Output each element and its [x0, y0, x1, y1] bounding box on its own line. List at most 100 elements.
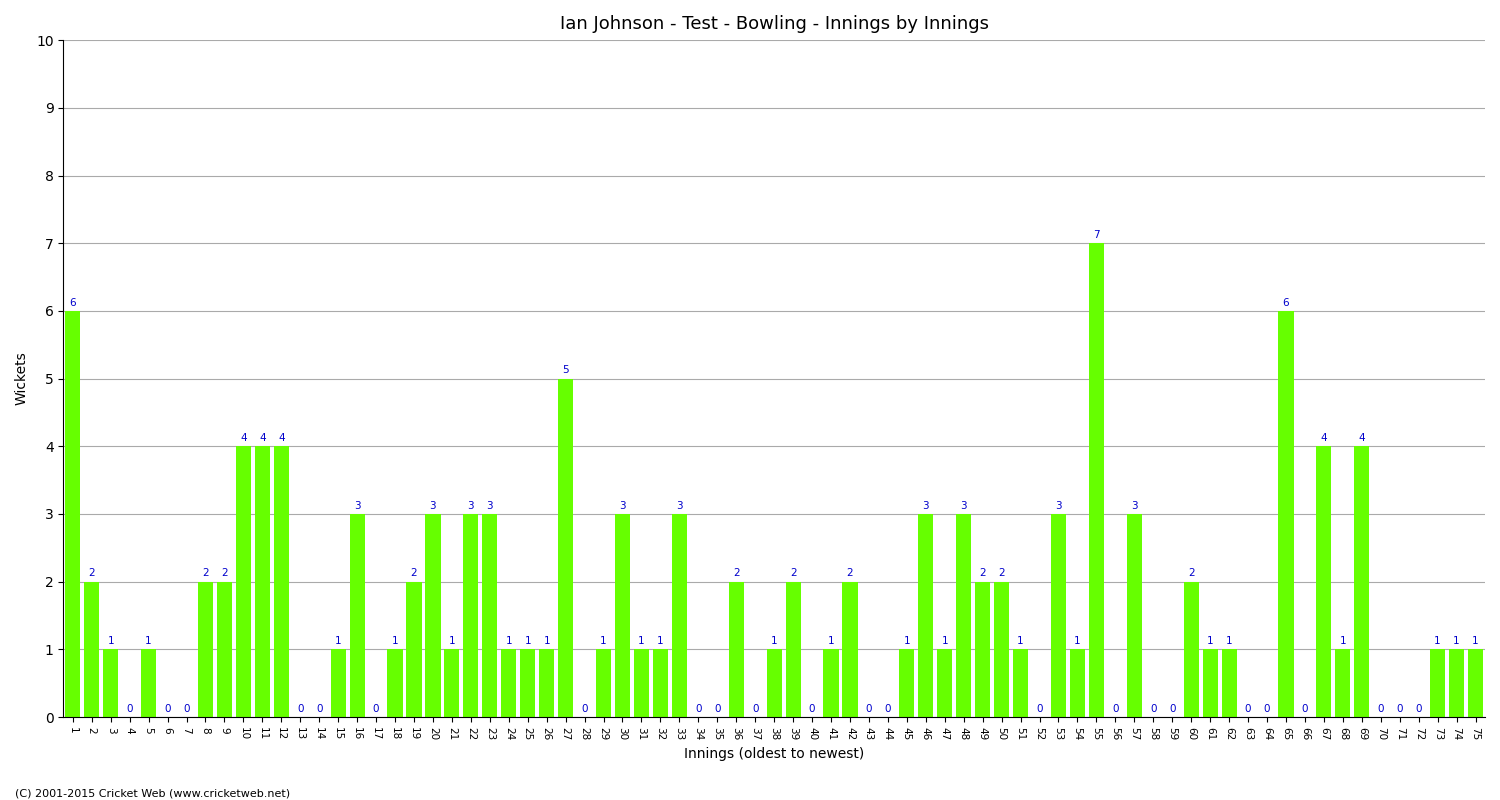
Text: 1: 1: [638, 636, 645, 646]
Text: 3: 3: [1054, 501, 1062, 510]
Text: 1: 1: [1017, 636, 1025, 646]
Text: 3: 3: [429, 501, 436, 510]
Bar: [918, 514, 933, 717]
Text: 0: 0: [316, 704, 322, 714]
Bar: [843, 582, 858, 717]
Bar: [1013, 650, 1028, 717]
Text: 3: 3: [1131, 501, 1137, 510]
Text: 4: 4: [1320, 433, 1328, 443]
X-axis label: Innings (oldest to newest): Innings (oldest to newest): [684, 747, 864, 761]
Text: 0: 0: [1245, 704, 1251, 714]
Bar: [104, 650, 118, 717]
Text: 6: 6: [69, 298, 76, 307]
Text: 1: 1: [1074, 636, 1082, 646]
Text: 1: 1: [108, 636, 114, 646]
Bar: [217, 582, 232, 717]
Bar: [672, 514, 687, 717]
Text: 3: 3: [620, 501, 626, 510]
Text: 2: 2: [411, 568, 417, 578]
Text: 0: 0: [374, 704, 380, 714]
Text: 1: 1: [392, 636, 399, 646]
Bar: [729, 582, 744, 717]
Bar: [501, 650, 516, 717]
Text: 5: 5: [562, 366, 568, 375]
Bar: [273, 446, 290, 717]
Bar: [900, 650, 915, 717]
Text: 4: 4: [278, 433, 285, 443]
Bar: [1070, 650, 1084, 717]
Text: (C) 2001-2015 Cricket Web (www.cricketweb.net): (C) 2001-2015 Cricket Web (www.cricketwe…: [15, 788, 290, 798]
Bar: [1430, 650, 1444, 717]
Text: 0: 0: [297, 704, 303, 714]
Bar: [520, 650, 536, 717]
Text: 0: 0: [1396, 704, 1402, 714]
Text: 1: 1: [146, 636, 152, 646]
Text: 0: 0: [1112, 704, 1119, 714]
Text: 0: 0: [1150, 704, 1156, 714]
Text: 0: 0: [808, 704, 816, 714]
Text: 2: 2: [734, 568, 740, 578]
Bar: [387, 650, 402, 717]
Bar: [558, 378, 573, 717]
Bar: [198, 582, 213, 717]
Text: 0: 0: [752, 704, 759, 714]
Bar: [141, 650, 156, 717]
Bar: [1126, 514, 1142, 717]
Text: 1: 1: [448, 636, 454, 646]
Text: 1: 1: [506, 636, 512, 646]
Bar: [994, 582, 1010, 717]
Y-axis label: Wickets: Wickets: [15, 352, 28, 406]
Text: 0: 0: [1036, 704, 1042, 714]
Bar: [938, 650, 952, 717]
Text: 3: 3: [486, 501, 494, 510]
Text: 0: 0: [714, 704, 720, 714]
Bar: [1449, 650, 1464, 717]
Text: 1: 1: [1226, 636, 1233, 646]
Text: 0: 0: [582, 704, 588, 714]
Bar: [482, 514, 498, 717]
Text: 1: 1: [1208, 636, 1214, 646]
Text: 2: 2: [202, 568, 208, 578]
Text: 1: 1: [543, 636, 550, 646]
Bar: [236, 446, 250, 717]
Text: 0: 0: [865, 704, 871, 714]
Text: 2: 2: [846, 568, 853, 578]
Bar: [652, 650, 668, 717]
Bar: [1052, 514, 1066, 717]
Bar: [1468, 650, 1484, 717]
Bar: [634, 650, 650, 717]
Bar: [1089, 243, 1104, 717]
Bar: [464, 514, 478, 717]
Text: 4: 4: [240, 433, 246, 443]
Text: 0: 0: [1302, 704, 1308, 714]
Bar: [64, 311, 81, 717]
Bar: [786, 582, 801, 717]
Text: 4: 4: [260, 433, 266, 443]
Text: 0: 0: [126, 704, 134, 714]
Text: 2: 2: [220, 568, 228, 578]
Bar: [596, 650, 610, 717]
Text: 2: 2: [1188, 568, 1194, 578]
Bar: [975, 582, 990, 717]
Text: 2: 2: [999, 568, 1005, 578]
Bar: [538, 650, 555, 717]
Text: 1: 1: [525, 636, 531, 646]
Text: 1: 1: [1472, 636, 1479, 646]
Bar: [1317, 446, 1332, 717]
Text: 1: 1: [903, 636, 910, 646]
Bar: [444, 650, 459, 717]
Text: 1: 1: [1434, 636, 1442, 646]
Bar: [1221, 650, 1236, 717]
Bar: [406, 582, 422, 717]
Text: 0: 0: [165, 704, 171, 714]
Text: 2: 2: [980, 568, 986, 578]
Bar: [330, 650, 345, 717]
Bar: [255, 446, 270, 717]
Text: 3: 3: [676, 501, 682, 510]
Text: 2: 2: [790, 568, 796, 578]
Text: 3: 3: [922, 501, 928, 510]
Bar: [824, 650, 839, 717]
Text: 1: 1: [1340, 636, 1346, 646]
Bar: [1354, 446, 1370, 717]
Text: 0: 0: [1264, 704, 1270, 714]
